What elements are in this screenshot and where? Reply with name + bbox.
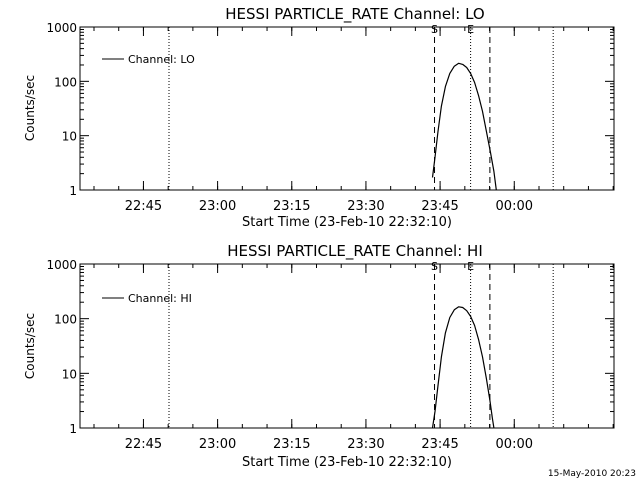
legend-label: Channel: LO	[128, 53, 195, 66]
series-layer	[431, 62, 497, 191]
y-axis-label: Counts/sec	[23, 75, 37, 141]
x-axis-label: Start Time (23-Feb-10 22:32:10)	[242, 215, 452, 230]
marker-label: S	[431, 23, 438, 36]
panel-channel-hi: HESSI PARTICLE_RATE Channel: HI Counts/s…	[23, 242, 615, 470]
y-tick-label: 10	[62, 130, 77, 144]
legend-label: Channel: HI	[128, 292, 192, 305]
y-tick-label: 100	[54, 75, 77, 89]
x-tick-label: 23:00	[199, 199, 236, 214]
series-line	[431, 306, 495, 429]
y-tick-label: 1000	[46, 258, 77, 272]
x-tick-label: 23:15	[273, 437, 310, 452]
y-tick-label: 1	[69, 422, 77, 436]
y-axis-label: Counts/sec	[23, 313, 37, 379]
x-tick-label: 23:30	[347, 437, 384, 452]
x-tick-label: 23:45	[421, 437, 458, 452]
x-tick-label: 23:45	[421, 199, 458, 214]
plot-frame	[79, 26, 615, 191]
panel-channel-lo: HESSI PARTICLE_RATE Channel: LO Counts/s…	[23, 5, 615, 230]
marker-label: S	[431, 260, 438, 273]
x-tick-label: 22:45	[125, 437, 162, 452]
plot-frame	[79, 263, 615, 429]
x-tick-label: 22:45	[125, 199, 162, 214]
y-tick-label: 1	[69, 184, 77, 198]
chart-title: HESSI PARTICLE_RATE Channel: HI	[227, 242, 483, 261]
x-tick-label: 00:00	[496, 199, 533, 214]
series-line	[431, 62, 497, 191]
chart-title: HESSI PARTICLE_RATE Channel: LO	[225, 5, 484, 24]
x-tick-label: 23:30	[347, 199, 384, 214]
series-layer	[431, 306, 495, 429]
marker-label: E	[467, 23, 474, 36]
x-tick-label: 23:00	[199, 437, 236, 452]
x-axis-label: Start Time (23-Feb-10 22:32:10)	[242, 455, 452, 470]
y-tick-label: 10	[62, 367, 77, 381]
footer-timestamp: 15-May-2010 20:23	[548, 469, 636, 479]
x-tick-label: 23:15	[273, 199, 310, 214]
marker-label: E	[467, 260, 474, 273]
axis-ticks: 1 10 100 1000 22:45 23:00 23:15 23:30 23:45 00:00	[46, 258, 614, 452]
y-tick-label: 1000	[46, 21, 77, 35]
x-tick-label: 00:00	[496, 437, 533, 452]
axis-ticks: 1 10 100 1000 22:45 23:00 23:15 23:30 23:45 00:00	[46, 21, 614, 214]
y-tick-label: 100	[54, 313, 77, 327]
